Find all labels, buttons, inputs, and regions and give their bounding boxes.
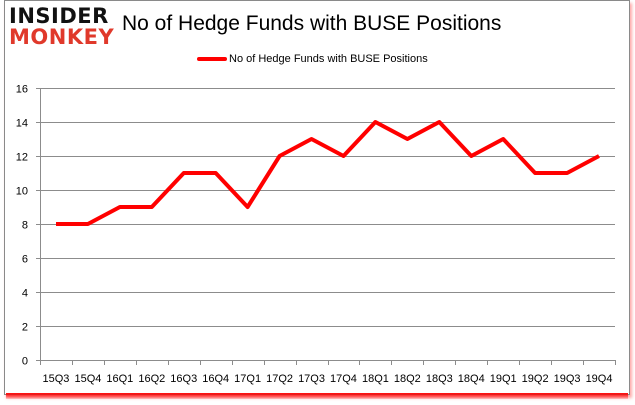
- x-tick-label: 16Q2: [138, 373, 165, 385]
- logo-text-bottom: MONKEY: [9, 25, 115, 49]
- y-tick-label: 0: [22, 356, 28, 368]
- x-tick-label: 19Q1: [490, 373, 517, 385]
- chart-frame: [4, 0, 630, 395]
- x-tick-label: 18Q3: [426, 373, 453, 385]
- x-tick-label: 18Q2: [394, 373, 421, 385]
- y-tick-label: 10: [16, 186, 28, 198]
- x-tick-label: 18Q4: [458, 373, 485, 385]
- logo-text-top: INSIDER: [9, 4, 109, 28]
- x-tick-label: 19Q4: [586, 373, 613, 385]
- legend-line-swatch-icon: [197, 57, 227, 61]
- x-tick-label: 15Q4: [74, 373, 101, 385]
- y-tick-label: 16: [16, 84, 28, 96]
- x-tick-label: 15Q3: [43, 373, 70, 385]
- insider-monkey-logo: INSIDER MONKEY: [9, 6, 117, 48]
- x-tick-label: 17Q2: [266, 373, 293, 385]
- x-tick-label: 16Q4: [202, 373, 229, 385]
- chart-title: No of Hedge Funds with BUSE Positions: [122, 12, 502, 35]
- x-tick-label: 17Q4: [330, 373, 357, 385]
- x-tick-label: 19Q2: [522, 373, 549, 385]
- x-tick-label: 16Q3: [170, 373, 197, 385]
- y-tick-label: 4: [22, 288, 28, 300]
- chart-legend: No of Hedge Funds with BUSE Positions: [197, 53, 428, 65]
- y-tick-label: 14: [16, 118, 28, 130]
- y-tick-label: 12: [16, 152, 28, 164]
- frame-red-shadow: [6, 393, 628, 399]
- x-tick-label: 16Q1: [106, 373, 133, 385]
- y-tick-label: 2: [22, 322, 28, 334]
- x-tick-label: 18Q1: [362, 373, 389, 385]
- x-tick-label: 19Q3: [554, 373, 581, 385]
- series-line: [56, 120, 600, 226]
- y-tick-label: 6: [22, 254, 28, 266]
- y-tick-label: 8: [22, 220, 28, 232]
- x-tick-label: 17Q3: [298, 373, 325, 385]
- legend-label: No of Hedge Funds with BUSE Positions: [229, 53, 428, 65]
- x-tick-label: 17Q1: [234, 373, 261, 385]
